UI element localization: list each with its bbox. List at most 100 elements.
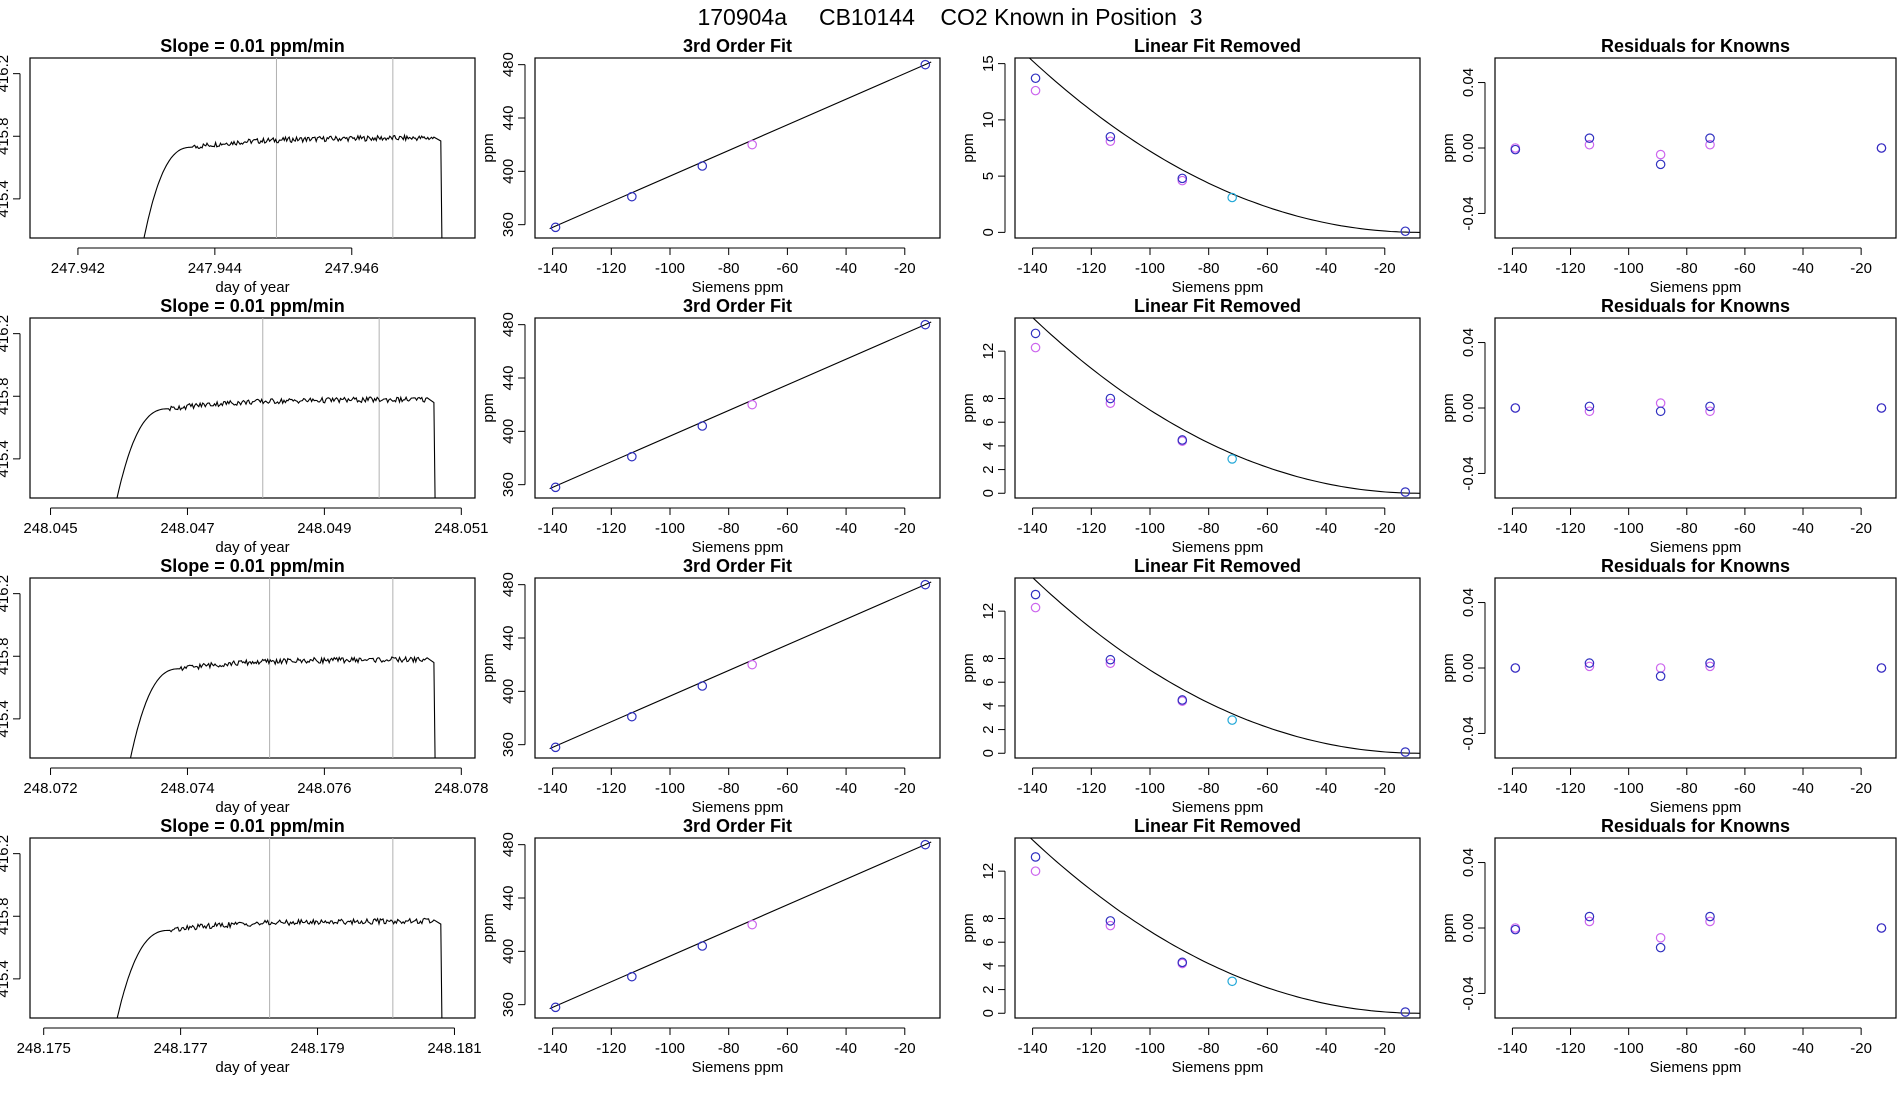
plot-frame xyxy=(1494,577,1897,759)
measured-point xyxy=(1030,85,1041,96)
x-tick-label: -40 xyxy=(1792,520,1814,537)
measured-point xyxy=(1655,398,1666,408)
x-tick-label: -60 xyxy=(1257,260,1279,277)
y-axis-label: ppm xyxy=(960,653,977,682)
x-axis-label: Siemens ppm xyxy=(692,539,784,556)
panel-title: Residuals for Knowns xyxy=(1601,36,1790,56)
fit-point xyxy=(920,319,931,330)
measured-point xyxy=(1030,342,1041,353)
x-tick-label: -100 xyxy=(1135,520,1165,537)
x-tick-label: -40 xyxy=(1315,520,1337,537)
x-tick-label: -120 xyxy=(596,260,626,277)
x-tick-label: -120 xyxy=(596,780,626,797)
figure-title: 170904a CB10144 CO2 Known in Position 3 xyxy=(697,4,1203,30)
y-tick-label: -0.04 xyxy=(1460,716,1477,750)
panel-title: Linear Fit Removed xyxy=(1134,296,1301,316)
x-tick-label: -60 xyxy=(777,780,799,797)
x-tick-label: -120 xyxy=(1556,520,1586,537)
y-tick-label: 416.2 xyxy=(0,315,12,353)
fit-point xyxy=(1584,911,1595,922)
y-tick-label: 0.04 xyxy=(1460,68,1477,97)
fit-point xyxy=(1177,695,1188,705)
fit-point xyxy=(1705,658,1715,668)
x-tick-label: -140 xyxy=(1497,520,1527,537)
x-tick-label: -80 xyxy=(718,1040,740,1057)
y-tick-label: -0.04 xyxy=(1460,456,1477,490)
x-tick-label: -120 xyxy=(1076,260,1106,277)
y-tick-label: 6 xyxy=(980,678,997,686)
x-tick-label: -80 xyxy=(1198,520,1220,537)
plot-area xyxy=(1028,58,1420,237)
y-tick-label: 0.04 xyxy=(1460,848,1477,877)
plot-frame xyxy=(1014,57,1421,239)
panel-title: 3rd Order Fit xyxy=(683,36,792,56)
panel-r3-c2: Linear Fit Removed -140 -120 -100 -80 -60 -40 -… xyxy=(960,816,1421,1076)
x-tick-label: -40 xyxy=(1792,780,1814,797)
measured-point xyxy=(1655,663,1666,673)
x-tick-label: -80 xyxy=(1676,260,1698,277)
panel-title: Linear Fit Removed xyxy=(1134,816,1301,836)
panel-r0-c0: Slope = 0.01 ppm/min 247.942 247.944 247.94… xyxy=(0,36,476,296)
y-tick-label: 8 xyxy=(980,394,997,402)
fit-point xyxy=(920,839,931,850)
y-tick-label: 12 xyxy=(980,603,997,620)
plot-area xyxy=(1030,318,1420,497)
plot-area xyxy=(116,838,443,1018)
x-tick-label: -100 xyxy=(1614,1040,1644,1057)
y-tick-label: 480 xyxy=(500,52,517,77)
panel-title: Residuals for Knowns xyxy=(1601,296,1790,316)
fit-point xyxy=(627,711,637,722)
fit-point xyxy=(1705,133,1715,143)
fit-point xyxy=(550,1002,561,1013)
fit-point xyxy=(1876,663,1887,673)
y-axis-label: ppm xyxy=(960,133,977,162)
y-tick-label: 0.00 xyxy=(1460,393,1477,422)
x-tick-label: -40 xyxy=(1315,780,1337,797)
plot-frame xyxy=(534,317,941,499)
x-tick-label: -140 xyxy=(538,780,568,797)
y-tick-label: 360 xyxy=(500,212,517,237)
panel-r3-c3: Residuals for Knowns -140 -120 -100 -80 -60 -4… xyxy=(1440,816,1897,1076)
panel-r2-c3: Residuals for Knowns -140 -120 -100 -80 -60 -4… xyxy=(1440,556,1897,816)
x-tick-label: -20 xyxy=(894,520,916,537)
plot-area xyxy=(1510,658,1887,681)
x-tick-label: 248.076 xyxy=(297,780,351,797)
x-tick-label: -140 xyxy=(1018,780,1048,797)
y-tick-label: 400 xyxy=(500,419,517,444)
x-tick-label: -120 xyxy=(1076,780,1106,797)
measured-point xyxy=(1105,136,1116,147)
measured-point xyxy=(1584,916,1595,927)
plot-frame xyxy=(534,57,941,239)
y-tick-label: 2 xyxy=(980,725,997,733)
y-tick-label: 5 xyxy=(980,172,997,180)
fit-point xyxy=(550,742,561,753)
x-tick-label: -100 xyxy=(655,260,685,277)
reference-point xyxy=(1227,454,1237,464)
x-tick-label: -140 xyxy=(538,260,568,277)
x-tick-label: -100 xyxy=(1135,1040,1165,1057)
x-tick-label: -60 xyxy=(777,520,799,537)
x-tick-label: 247.942 xyxy=(51,260,105,277)
y-axis-label: ppm xyxy=(480,913,497,942)
plot-frame xyxy=(29,837,476,1019)
y-axis-label: ppm xyxy=(1440,393,1457,422)
x-axis-label: day of year xyxy=(215,1059,289,1076)
plot-area xyxy=(1510,911,1887,953)
x-axis-label: day of year xyxy=(215,279,289,296)
fit-point xyxy=(1876,143,1887,153)
measured-point xyxy=(747,919,757,930)
y-tick-label: -0.04 xyxy=(1460,196,1477,230)
y-tick-label: 2 xyxy=(980,985,997,993)
x-tick-label: -140 xyxy=(1018,260,1048,277)
y-tick-label: 15 xyxy=(980,55,997,72)
x-tick-label: -120 xyxy=(1076,1040,1106,1057)
x-axis-label: day of year xyxy=(215,799,289,816)
panel-r3-c1: 3rd Order Fit -140 -120 -100 -80 -60 -40 -20 Sie… xyxy=(480,816,941,1076)
fit-point xyxy=(1177,173,1188,184)
x-tick-label: -60 xyxy=(1734,780,1756,797)
y-tick-label: 400 xyxy=(500,939,517,964)
fit-point xyxy=(1105,654,1116,665)
x-tick-label: -20 xyxy=(1374,260,1396,277)
fit-point xyxy=(1584,658,1595,668)
